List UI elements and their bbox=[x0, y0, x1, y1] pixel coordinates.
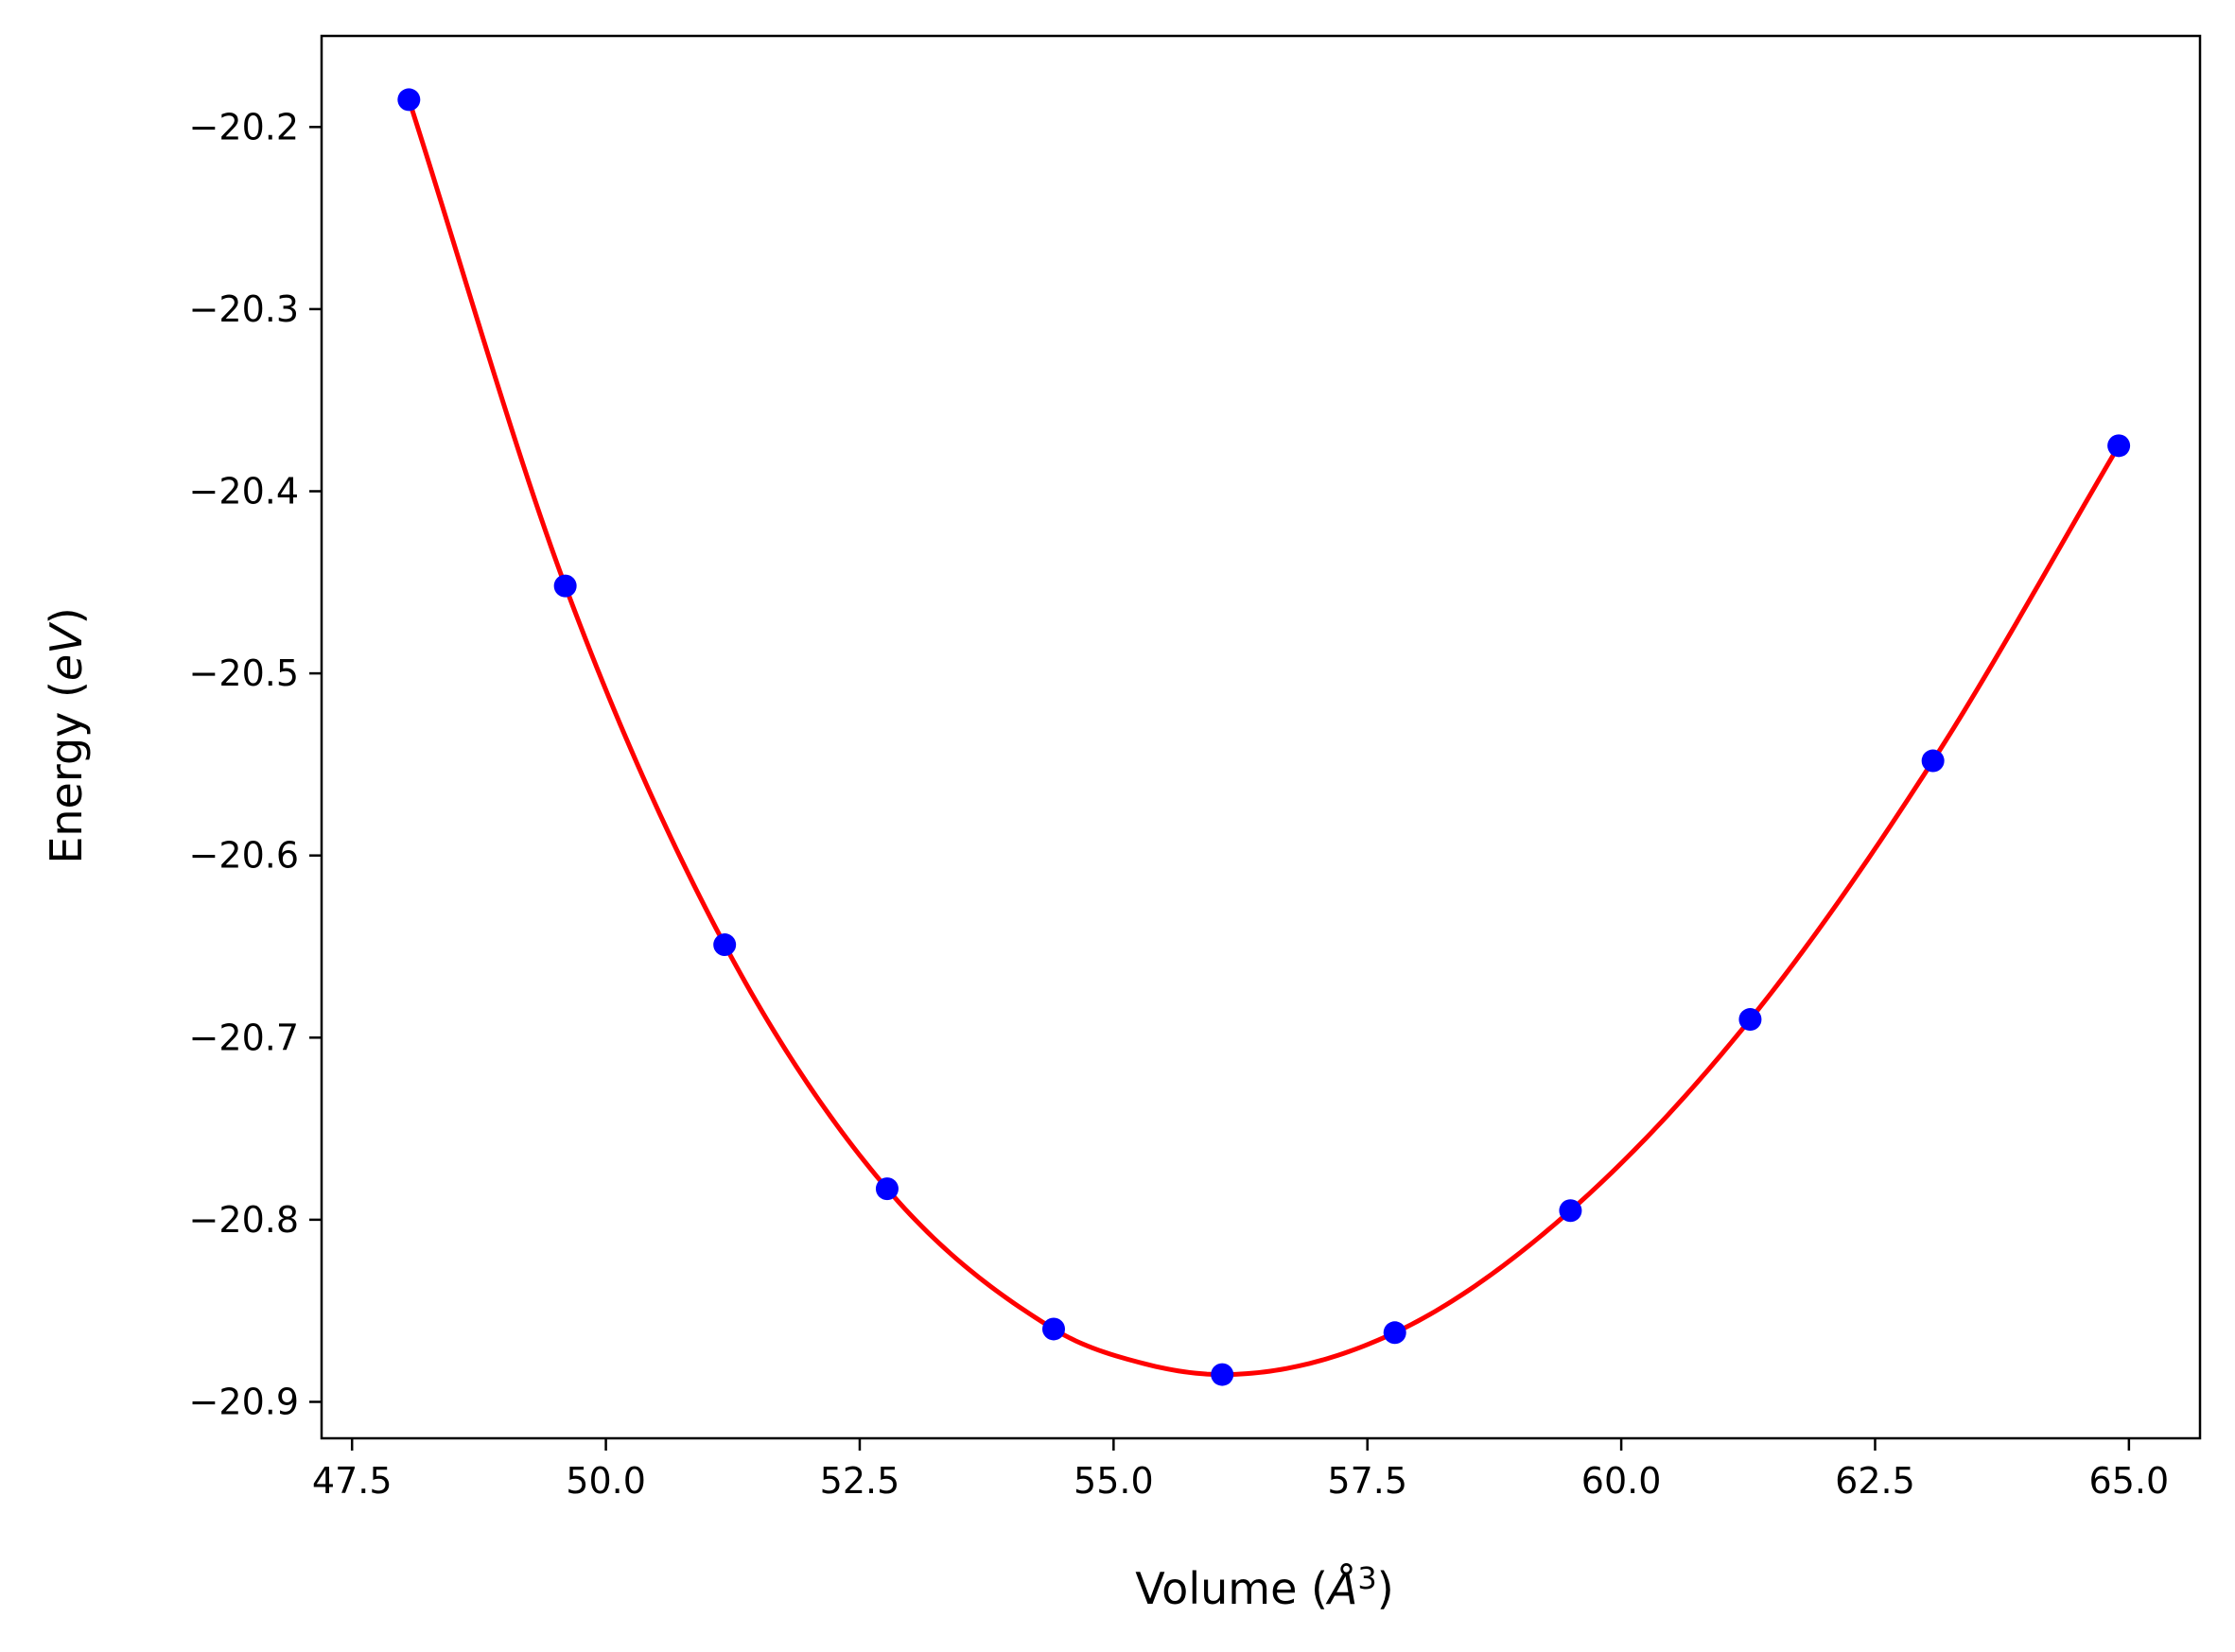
data-point bbox=[1559, 1199, 1582, 1223]
y-tick-label: −20.8 bbox=[189, 1199, 299, 1241]
data-point bbox=[1042, 1317, 1066, 1341]
x-tick-label: 55.0 bbox=[1074, 1460, 1154, 1502]
data-point bbox=[2107, 434, 2131, 458]
y-tick-label: −20.3 bbox=[189, 288, 299, 330]
data-point bbox=[1738, 1008, 1762, 1032]
data-point bbox=[1211, 1363, 1234, 1386]
y-tick-label: −20.2 bbox=[189, 106, 299, 148]
y-axis-label: Energy (eV) bbox=[41, 607, 92, 863]
data-point bbox=[553, 574, 577, 598]
y-tick-label: −20.7 bbox=[189, 1017, 299, 1058]
x-tick-label: 65.0 bbox=[2089, 1460, 2170, 1502]
data-point bbox=[1921, 749, 1945, 773]
data-point bbox=[397, 88, 421, 112]
x-tick-label: 62.5 bbox=[1835, 1460, 1915, 1502]
axes: 47.5 50.0 52.5 55.0 57.5 60.0 62.5 65.0 −20.2 −20… bbox=[189, 34, 2202, 1502]
plot-frame bbox=[320, 34, 2202, 1440]
y-tick-label: −20.5 bbox=[189, 652, 299, 694]
y-tick-label: −20.4 bbox=[189, 470, 299, 512]
data-point bbox=[1383, 1321, 1406, 1345]
data-point bbox=[713, 933, 737, 957]
x-tick-label: 57.5 bbox=[1327, 1460, 1407, 1502]
x-tick-label: 47.5 bbox=[312, 1460, 393, 1502]
x-tick-label: 50.0 bbox=[566, 1460, 646, 1502]
y-tick-label: −20.6 bbox=[189, 835, 299, 877]
x-tick-label: 52.5 bbox=[820, 1460, 900, 1502]
y-tick-label: −20.9 bbox=[189, 1381, 299, 1422]
plot-area bbox=[397, 88, 2131, 1386]
x-axis-label: Volume (Å3) bbox=[1135, 1560, 1393, 1614]
fit-curve-line bbox=[406, 98, 2122, 1378]
data-point bbox=[875, 1177, 899, 1201]
x-tick-label: 60.0 bbox=[1581, 1460, 1662, 1502]
